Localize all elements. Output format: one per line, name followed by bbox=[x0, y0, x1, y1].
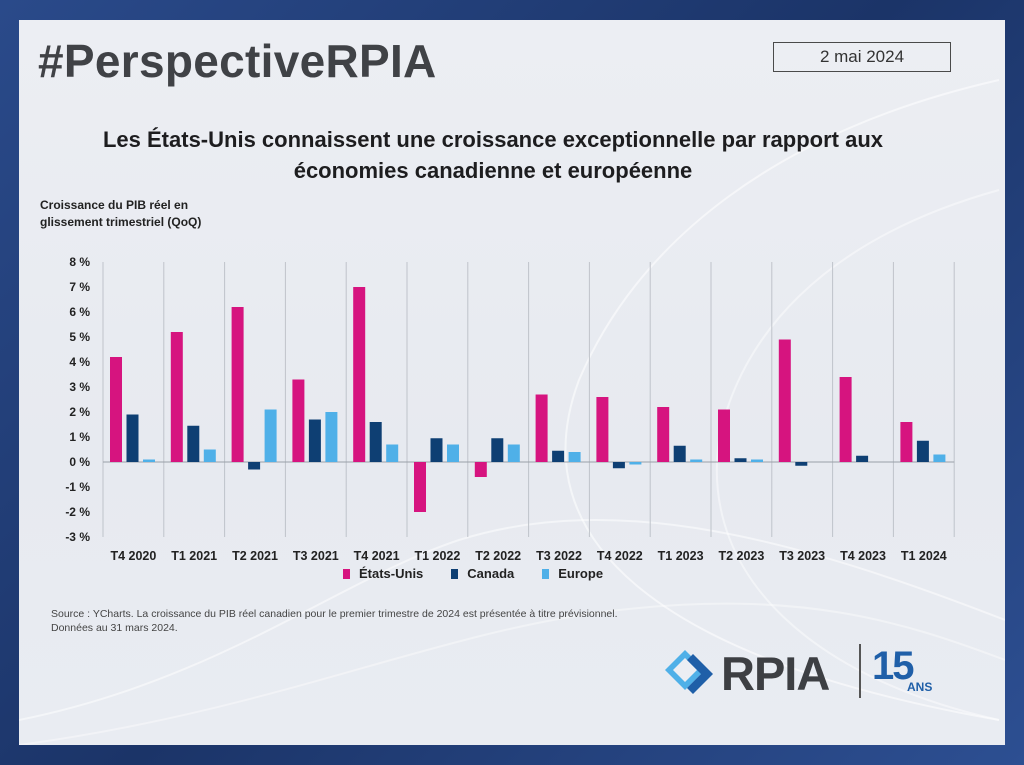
source-line-1: Source : YCharts. La croissance du PIB r… bbox=[51, 608, 618, 620]
y-tick-label: 5 % bbox=[69, 330, 90, 344]
y-tick-label: -3 % bbox=[65, 530, 90, 544]
legend-label-europe: Europe bbox=[558, 566, 604, 581]
bar-us bbox=[718, 409, 730, 462]
y-tick-label: 7 % bbox=[69, 280, 90, 294]
bar-europe bbox=[690, 459, 703, 462]
bar-europe bbox=[568, 452, 581, 462]
y-tick-label: 2 % bbox=[69, 405, 90, 419]
bar-canada bbox=[430, 438, 443, 462]
rpia-diamond-icon bbox=[665, 650, 713, 694]
x-tick-label: T1 2024 bbox=[901, 549, 947, 563]
x-tick-label: T3 2022 bbox=[536, 549, 582, 563]
bar-canada bbox=[552, 450, 565, 462]
bar-canada bbox=[248, 462, 261, 470]
source-line-2: Données au 31 mars 2024. bbox=[51, 622, 178, 634]
y-tick-label: 1 % bbox=[69, 430, 90, 444]
legend-swatch-canada bbox=[451, 568, 459, 579]
decorative-curves bbox=[19, 79, 1005, 745]
x-tick-label: T2 2023 bbox=[718, 549, 764, 563]
x-tick-label: T2 2022 bbox=[475, 549, 521, 563]
bar-europe bbox=[933, 454, 946, 462]
logo-anniversary-number: 15 bbox=[872, 644, 914, 688]
bar-europe bbox=[143, 459, 155, 462]
title-line-2: économies canadienne et européenne bbox=[293, 158, 693, 183]
legend-swatch-us bbox=[343, 568, 350, 579]
bar-us bbox=[839, 377, 852, 462]
bar-europe bbox=[751, 459, 763, 462]
legend-swatch-europe bbox=[542, 568, 550, 579]
logo-anniversary-suffix: ANS bbox=[907, 680, 933, 694]
bar-europe bbox=[447, 444, 459, 462]
logo-wordmark: RPIA bbox=[721, 647, 830, 700]
source-note: Source : YCharts. La croissance du PIB r… bbox=[51, 607, 618, 635]
bar-chart: 8 % 7 % 6 % 5 % 4 % 3 % 2 % 1 % 0 % -1 % -2 % -3 % T… bbox=[65, 255, 955, 563]
x-tick-label: T4 2022 bbox=[597, 549, 643, 563]
bar-europe bbox=[264, 409, 277, 462]
bar-canada bbox=[673, 445, 686, 462]
legend-item-canada: Canada bbox=[451, 566, 514, 581]
chart-legend: États-Unis Canada Europe bbox=[343, 566, 631, 581]
bar-canada bbox=[612, 462, 625, 469]
bar-us bbox=[474, 462, 487, 477]
y-tick-label: 3 % bbox=[69, 380, 90, 394]
bar-canada bbox=[126, 414, 139, 462]
hashtag-title: #PerspectiveRPIA bbox=[38, 35, 437, 87]
y-tick-label: 0 % bbox=[69, 455, 90, 469]
x-tick-label: T2 2021 bbox=[232, 549, 278, 563]
bar-us bbox=[900, 422, 913, 462]
x-tick-label: T1 2022 bbox=[414, 549, 460, 563]
legend-item-europe: Europe bbox=[542, 566, 603, 581]
logo-separator bbox=[859, 644, 861, 698]
x-tick-label: T4 2020 bbox=[110, 549, 156, 563]
bar-us bbox=[657, 407, 670, 462]
bar-us bbox=[231, 307, 244, 462]
bar-us bbox=[414, 462, 426, 512]
y-axis-label: Croissance du PIB réel en glissement tri… bbox=[40, 197, 260, 231]
y-axis-label-line-1: Croissance du PIB réel en bbox=[40, 198, 189, 212]
bar-us bbox=[170, 332, 183, 462]
legend-label-us: États-Unis bbox=[359, 566, 424, 581]
x-tick-label: T1 2023 bbox=[658, 549, 704, 563]
bar-europe bbox=[386, 444, 399, 462]
y-tick-label: -2 % bbox=[65, 505, 90, 519]
bar-europe bbox=[203, 449, 216, 462]
bar-canada bbox=[916, 440, 929, 462]
y-tick-label: 4 % bbox=[69, 355, 90, 369]
bar-canada bbox=[369, 422, 382, 462]
bar-us bbox=[353, 287, 366, 462]
date-badge: 2 mai 2024 bbox=[773, 42, 951, 72]
bar-us bbox=[535, 394, 548, 462]
chart-title: Les États-Unis connaissent une croissanc… bbox=[20, 124, 966, 186]
legend-label-canada: Canada bbox=[467, 566, 515, 581]
x-tick-label: T3 2023 bbox=[779, 549, 825, 563]
title-line-1: Les États-Unis connaissent une croissanc… bbox=[102, 127, 884, 152]
bar-canada bbox=[856, 455, 869, 462]
y-axis-label-line-2: glissement trimestriel (QoQ) bbox=[40, 215, 202, 229]
x-tick-label: T4 2021 bbox=[354, 549, 400, 563]
y-tick-label: -1 % bbox=[65, 480, 90, 494]
bar-canada bbox=[308, 419, 321, 462]
bar-us bbox=[110, 357, 122, 462]
bar-europe bbox=[325, 412, 338, 462]
x-tick-label: T4 2023 bbox=[840, 549, 886, 563]
bar-canada bbox=[491, 438, 504, 462]
date-text: 2 mai 2024 bbox=[819, 47, 905, 66]
y-tick-label: 8 % bbox=[69, 255, 90, 269]
bar-us bbox=[778, 339, 791, 462]
rpia-logo: RPIA 15 ANS bbox=[663, 642, 963, 702]
bar-us bbox=[292, 379, 305, 462]
bar-canada bbox=[187, 425, 200, 462]
bar-canada bbox=[734, 458, 747, 462]
bar-us bbox=[596, 397, 609, 462]
bar-canada bbox=[795, 462, 808, 466]
y-tick-label: 6 % bbox=[69, 305, 90, 319]
bar-europe bbox=[629, 462, 642, 465]
bar-europe bbox=[507, 444, 520, 462]
x-tick-label: T1 2021 bbox=[171, 549, 217, 563]
legend-item-us: États-Unis bbox=[343, 566, 423, 581]
x-tick-label: T3 2021 bbox=[293, 549, 339, 563]
